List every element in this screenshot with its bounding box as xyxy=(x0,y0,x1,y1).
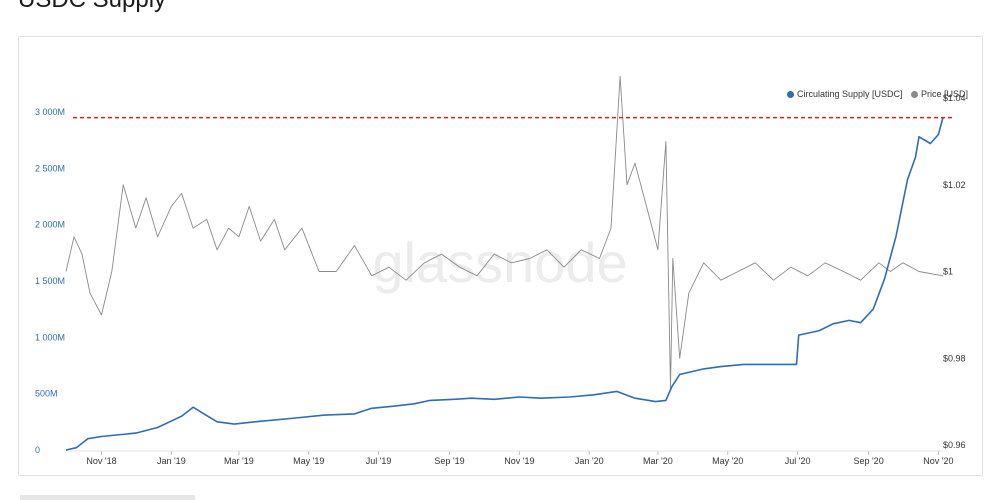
y-left-tick-label: 2 000M xyxy=(35,220,65,230)
x-tick-label: Sep '19 xyxy=(434,456,464,466)
x-tick-label: Nov '18 xyxy=(86,456,116,466)
x-tick-label: Nov '20 xyxy=(923,456,953,466)
legend-supply-dot-icon xyxy=(787,91,794,99)
y-left-tick-label: 3 000M xyxy=(35,107,65,117)
series-price-line xyxy=(65,75,944,390)
legend-price[interactable]: Price [USD] xyxy=(911,89,968,99)
y-right-tick-label: $1.02 xyxy=(943,180,966,190)
chart-card: Circulating Supply [USDC] Price [USD] xyxy=(18,36,983,476)
x-tick-label: Jan '19 xyxy=(157,456,186,466)
x-tick-label: Mar '19 xyxy=(224,456,254,466)
y-right-tick-label: $1.04 xyxy=(943,93,966,103)
legend-price-label: Price [USD] xyxy=(921,89,969,99)
watermark-text: glassnode xyxy=(372,231,627,294)
x-tick-label: Mar '20 xyxy=(643,456,673,466)
y-right-tick-label: $0.98 xyxy=(943,353,966,363)
y-right-tick-label: $1 xyxy=(943,267,953,277)
x-tick-label: Nov '19 xyxy=(504,456,534,466)
y-left-tick-label: 0 xyxy=(35,445,40,455)
footer-text-strip xyxy=(20,495,195,500)
y-left-tick-label: 1 500M xyxy=(35,276,65,286)
legend-supply-label: Circulating Supply [USDC] xyxy=(797,89,903,99)
x-tick-label: May '20 xyxy=(712,456,743,466)
x-tick-label: Jul '20 xyxy=(785,456,811,466)
x-tick-label: Jul '19 xyxy=(366,456,392,466)
y-left-tick-label: 1 000M xyxy=(35,332,65,342)
page-title: USDC Supply xyxy=(18,0,166,14)
x-tick-label: May '19 xyxy=(293,456,324,466)
legend-price-dot-icon xyxy=(911,91,918,99)
y-left-tick-label: 500M xyxy=(35,389,58,399)
x-tick-label: Sep '20 xyxy=(853,456,883,466)
series-supply-line xyxy=(65,117,944,451)
y-right-tick-label: $0.96 xyxy=(943,440,966,450)
x-tick-label: Jan '20 xyxy=(575,456,604,466)
legend-supply[interactable]: Circulating Supply [USDC] xyxy=(787,89,903,99)
y-left-tick-label: 2 500M xyxy=(35,163,65,173)
